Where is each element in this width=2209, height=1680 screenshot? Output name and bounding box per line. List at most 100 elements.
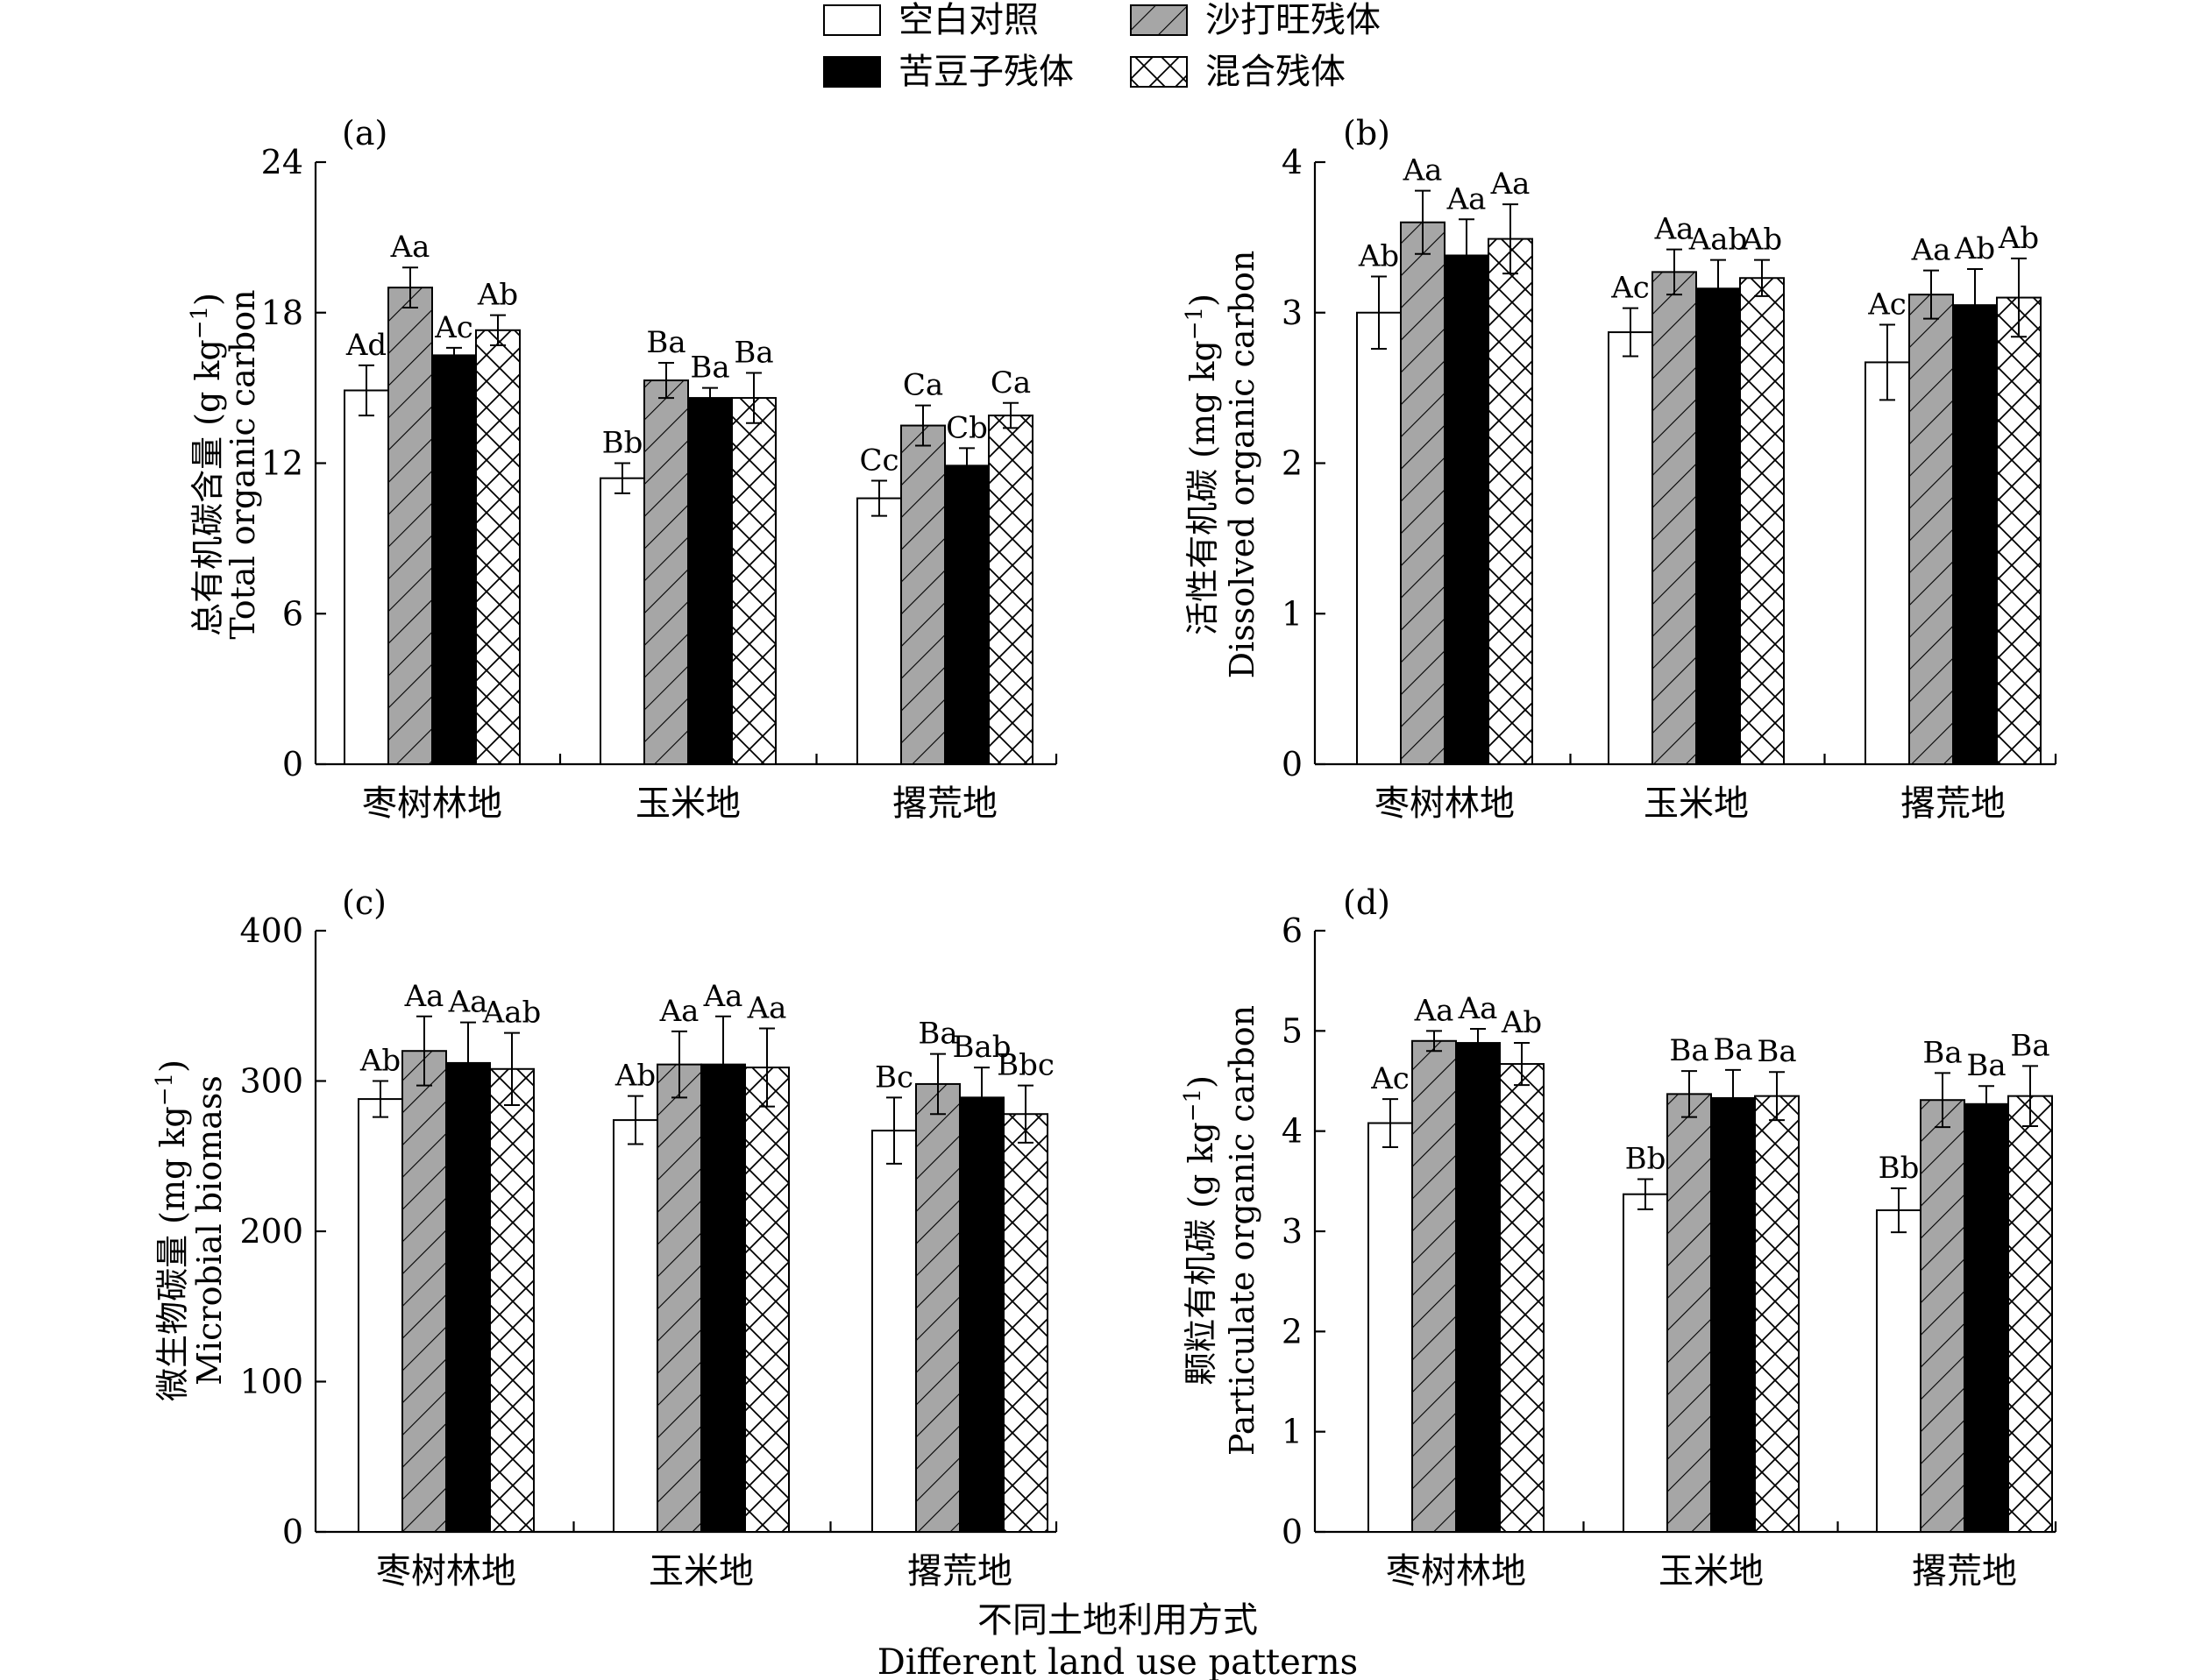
x-tick-label: 枣树林地 <box>1374 783 1515 824</box>
bar-solid <box>1444 254 1489 765</box>
y-tick-label: 0 <box>282 745 303 783</box>
panel-label: (d) <box>1343 883 1390 922</box>
legend-label-solid: 苦豆子残体 <box>899 52 1074 92</box>
legend-swatch-blank <box>823 4 881 36</box>
significance-label: Ab <box>477 278 518 313</box>
bar-cross <box>489 1067 535 1533</box>
bar-cross <box>1499 1063 1545 1533</box>
y-axis-label-en: Particulate organic carbon <box>1223 1005 1261 1456</box>
significance-label: Aa <box>747 990 787 1025</box>
x-tick-label: 枣树林地 <box>362 783 502 824</box>
bar-cross <box>1003 1113 1048 1533</box>
bar-solid <box>959 1096 1005 1533</box>
significance-label: Ba <box>1757 1034 1796 1069</box>
significance-label: Ab <box>1501 1005 1542 1040</box>
significance-label: Ba <box>2010 1028 2049 1063</box>
significance-label: Ba <box>690 351 729 386</box>
bar-blank <box>613 1119 658 1533</box>
y-tick-label: 300 <box>239 1062 303 1101</box>
bar-cross <box>731 397 777 765</box>
x-tick-label: 玉米地 <box>1644 783 1749 824</box>
bar-hatch <box>657 1063 702 1533</box>
bar-blank <box>1865 361 1910 765</box>
y-tick-label: 24 <box>261 143 303 181</box>
bar-solid <box>1455 1042 1501 1533</box>
significance-label: Ac <box>1867 287 1907 322</box>
bar-hatch <box>900 424 946 765</box>
y-axis-label-cn: 活性有机碳 (mg kg−1) <box>1182 294 1222 635</box>
bar-solid <box>687 397 733 765</box>
legend-label-cross: 混合残体 <box>1205 52 1346 92</box>
significance-label: Aa <box>404 979 444 1014</box>
significance-label: Ab <box>1954 231 1995 266</box>
bar-blank <box>1367 1122 1413 1534</box>
bar-hatch <box>387 287 433 765</box>
significance-label: Cc <box>859 443 899 478</box>
significance-label: Ab <box>1741 223 1782 258</box>
x-tick-label: 撂荒地 <box>892 783 998 824</box>
y-axis-label-en: Total organic carbon <box>224 289 262 639</box>
bar-blank <box>344 389 389 765</box>
y-tick-label: 2 <box>1282 444 1303 483</box>
bar-solid <box>1695 287 1741 765</box>
x-tick-label: 枣树林地 <box>1386 1551 1526 1591</box>
legend: 空白对照 沙打旺残体 苦豆子残体 混合残体 <box>823 0 1381 92</box>
bar-blank <box>1608 331 1653 765</box>
significance-label: Ca <box>903 368 943 403</box>
legend-swatch-cross <box>1130 56 1188 88</box>
bar-solid <box>431 354 477 765</box>
significance-label: Aa <box>1414 993 1454 1028</box>
legend-label-blank: 空白对照 <box>899 0 1039 40</box>
y-tick-label: 100 <box>239 1363 303 1401</box>
bar-blank <box>1623 1193 1668 1533</box>
bar-cross <box>1754 1095 1800 1534</box>
significance-label: Ac <box>1370 1061 1410 1096</box>
bar-blank <box>871 1130 917 1533</box>
significance-label: Ab <box>1998 221 2039 256</box>
significance-label: Ba <box>1966 1048 2006 1083</box>
significance-label: Aa <box>448 985 488 1020</box>
y-tick-label: 3 <box>1282 294 1303 332</box>
bar-solid <box>700 1063 746 1533</box>
y-tick-label: 200 <box>239 1212 303 1251</box>
x-tick-label: 玉米地 <box>649 1551 754 1591</box>
figure-xlabel-en: Different land use patterns <box>877 1642 1358 1680</box>
chart-panel-3: 0 100 200 300 400 枣树林地 玉米地 撂荒地 (c) 微生物碳量 (mg kg−1… <box>152 883 1058 1591</box>
y-tick-label: 2 <box>1282 1312 1303 1350</box>
y-tick-label: 12 <box>261 444 303 483</box>
y-tick-label: 4 <box>1282 143 1303 181</box>
x-tick-label: 玉米地 <box>1659 1551 1764 1591</box>
significance-label: Bb <box>1879 1151 1920 1186</box>
significance-label: Aa <box>390 230 430 265</box>
panel-label: (a) <box>342 114 387 152</box>
significance-label: Bb <box>1625 1142 1666 1177</box>
legend-swatch-solid <box>823 56 881 88</box>
bar-hatch <box>1920 1099 1965 1534</box>
bar-cross <box>1739 277 1785 765</box>
significance-label: Bc <box>875 1060 913 1095</box>
y-axis-label-en: Dissolved organic carbon <box>1223 251 1261 679</box>
y-tick-label: 1 <box>1282 1413 1303 1451</box>
significance-label: Aa <box>1490 167 1531 202</box>
y-axis-label-cn: 微生物碳量 (mg kg−1) <box>152 1060 192 1401</box>
bar-hatch <box>1666 1093 1712 1533</box>
significance-label: Aa <box>1654 212 1694 247</box>
bar-hatch <box>1651 271 1697 765</box>
significance-label: Cb <box>946 410 988 445</box>
x-tick-label: 枣树林地 <box>376 1551 516 1591</box>
significance-label: Aa <box>1403 153 1443 188</box>
y-tick-label: 0 <box>1282 1513 1303 1551</box>
x-tick-label: 撂荒地 <box>1912 1551 2017 1591</box>
y-tick-label: 1 <box>1282 594 1303 633</box>
y-tick-label: 3 <box>1282 1212 1303 1251</box>
significance-label: Aa <box>1911 233 1951 268</box>
significance-label: Ba <box>734 335 773 370</box>
bar-cross <box>1488 237 1533 765</box>
bar-cross <box>744 1067 790 1533</box>
significance-label: Ba <box>1922 1035 1962 1070</box>
bar-hatch <box>1411 1039 1457 1534</box>
significance-label: Aa <box>659 994 700 1029</box>
y-tick-label: 5 <box>1282 1011 1303 1050</box>
chart-panel-2: 0 1 2 3 4 枣树林地 玉米地 撂荒地 (b) 活性有机碳 (mg kg−1) Dissolv… <box>1182 114 2057 824</box>
y-tick-label: 6 <box>282 594 303 633</box>
